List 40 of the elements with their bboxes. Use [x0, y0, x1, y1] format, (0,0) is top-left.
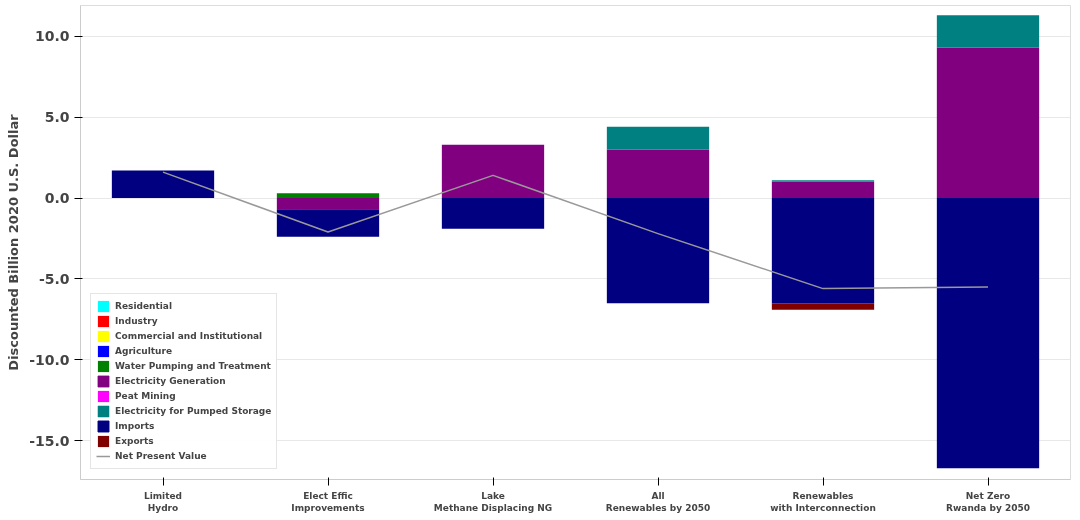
bar [276, 198, 380, 210]
bar [771, 198, 875, 304]
bar [276, 193, 380, 199]
bar [441, 198, 545, 229]
y-tick-label: -15.0 [29, 432, 70, 449]
legend-label: Industry [115, 315, 158, 328]
x-tick-label: All Renewables by 2050 [605, 490, 711, 513]
x-tick-label: Elect Effic Improvements [291, 490, 365, 513]
bar [936, 15, 1040, 48]
line-series [162, 171, 989, 290]
legend-label: Imports [115, 420, 155, 433]
x-tick-label: Renewables with Interconnection [770, 490, 876, 513]
legend-label: Net Present Value [115, 450, 207, 463]
legend-label: Commercial and Institutional [115, 330, 263, 343]
bar [111, 170, 215, 199]
legend-label: Peat Mining [115, 390, 176, 403]
y-tick-label: 5.0 [44, 109, 70, 126]
y-tick-label: 10.0 [34, 28, 70, 45]
bar [771, 181, 875, 199]
legend-label: Agriculture [115, 345, 173, 358]
legend-label: Residential [115, 300, 172, 313]
x-tick-label: Net Zero Rwanda by 2050 [946, 490, 1030, 513]
y-tick-label: 0.0 [44, 190, 70, 207]
legend-label: Electricity Generation [115, 375, 226, 388]
legend-label: Exports [115, 435, 154, 448]
x-tick-label: Limited Hydro [143, 490, 183, 513]
legend-label: Water Pumping and Treatment [115, 360, 271, 373]
bar [606, 198, 710, 304]
bar [276, 209, 380, 237]
x-tick-label: Lake Methane Displacing NG [433, 490, 553, 513]
bar [606, 126, 710, 150]
y-axis-title: Discounted Billion 2020 U.S. Dollar [6, 113, 22, 371]
y-tick-label: -5.0 [38, 270, 70, 287]
bar [771, 303, 875, 310]
legend-label: Electricity for Pumped Storage [115, 405, 272, 418]
bar [936, 47, 1040, 199]
bar [936, 198, 1040, 469]
bar [606, 149, 710, 199]
bar [441, 144, 545, 199]
y-tick-label: -10.0 [29, 351, 70, 368]
